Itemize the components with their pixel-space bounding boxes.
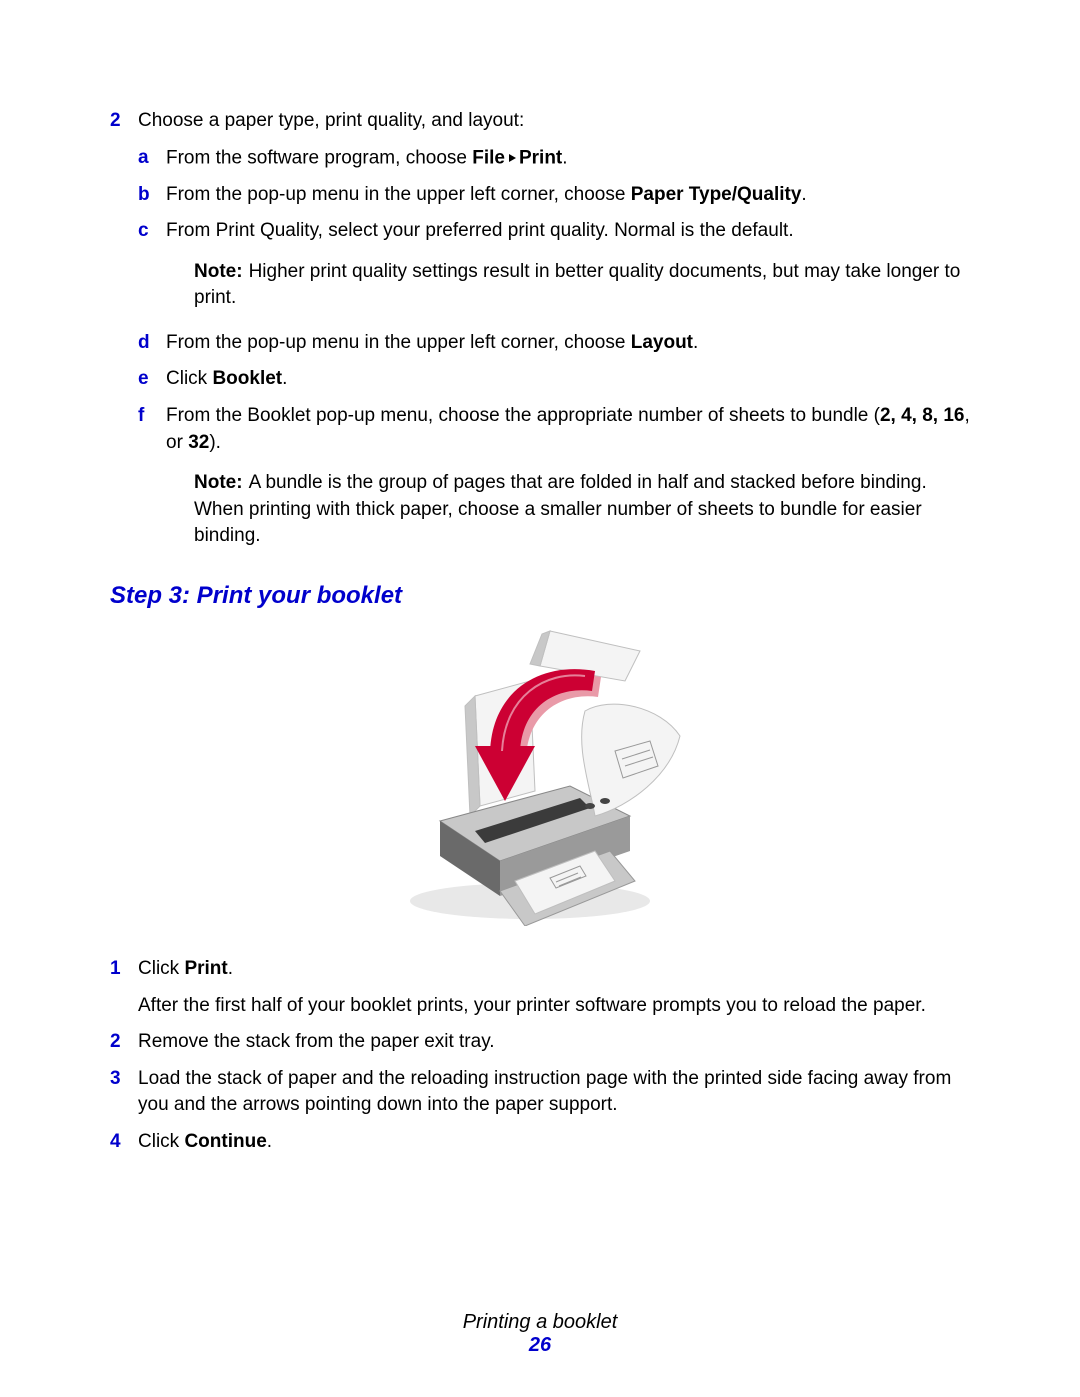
note-print-quality-body: Note:Higher print quality settings resul… xyxy=(194,259,970,312)
substep-a-pre: From the software program, choose xyxy=(166,147,472,168)
step3-item-1: 1 Click Print. After the first half of y… xyxy=(110,956,970,1019)
step3-item-4-post: . xyxy=(267,1131,272,1152)
substep-e-text: Click Booklet. xyxy=(166,366,970,393)
step-2-marker: 2 xyxy=(110,108,138,135)
substep-a-marker: a xyxy=(138,145,166,172)
substep-c: c From Print Quality, select your prefer… xyxy=(138,218,970,245)
substep-d-pre: From the pop-up menu in the upper left c… xyxy=(166,332,631,353)
substep-f: f From the Booklet pop-up menu, choose t… xyxy=(138,403,970,456)
substep-b-marker: b xyxy=(138,182,166,209)
substep-a-text: From the software program, choose File P… xyxy=(166,145,970,172)
note-print-quality: Note:Higher print quality settings resul… xyxy=(194,259,970,312)
substep-f-post: ). xyxy=(209,432,221,453)
substep-c-text: From Print Quality, select your preferre… xyxy=(166,218,970,245)
printer-icon xyxy=(380,626,700,926)
substep-d-marker: d xyxy=(138,330,166,357)
step3-item-4-pre: Click xyxy=(138,1131,184,1152)
step3-item-3: 3 Load the stack of paper and the reload… xyxy=(110,1066,970,1119)
step3-item-4: 4 Click Continue. xyxy=(110,1129,970,1156)
substep-d-text: From the pop-up menu in the upper left c… xyxy=(166,330,970,357)
substep-b-bold: Paper Type/Quality xyxy=(631,184,802,205)
substep-a-bold2: Print xyxy=(519,147,562,168)
substep-a-bold1: File xyxy=(472,147,505,168)
step3-item-2: 2 Remove the stack from the paper exit t… xyxy=(110,1029,970,1056)
document-page: 2 Choose a paper type, print quality, an… xyxy=(0,0,1080,1397)
step3-item-3-text: Load the stack of paper and the reloadin… xyxy=(138,1066,970,1119)
step-3-list: 1 Click Print. After the first half of y… xyxy=(110,956,970,1156)
substep-d: d From the pop-up menu in the upper left… xyxy=(138,330,970,357)
note-bundle-text: A bundle is the group of pages that are … xyxy=(194,472,927,546)
step3-item-1-body: Click Print. After the first half of you… xyxy=(138,956,970,1019)
step3-item-1-marker: 1 xyxy=(110,956,138,983)
step3-item-1-pre: Click xyxy=(138,958,184,979)
note-bundle-body: Note:A bundle is the group of pages that… xyxy=(194,470,970,550)
step-2: 2 Choose a paper type, print quality, an… xyxy=(110,108,970,135)
substep-f-bold1: 2, 4, 8, 16 xyxy=(880,405,965,426)
note-bundle: Note:A bundle is the group of pages that… xyxy=(194,470,970,550)
substep-b-pre: From the pop-up menu in the upper left c… xyxy=(166,184,631,205)
page-footer: Printing a booklet 26 xyxy=(0,1311,1080,1357)
substep-e-post: . xyxy=(282,368,287,389)
step3-item-2-marker: 2 xyxy=(110,1029,138,1056)
substep-a-post: . xyxy=(562,147,567,168)
step3-item-1-bold: Print xyxy=(184,958,227,979)
step3-item-4-marker: 4 xyxy=(110,1129,138,1156)
substep-e: e Click Booklet. xyxy=(138,366,970,393)
substep-f-marker: f xyxy=(138,403,166,430)
note-print-quality-text: Higher print quality settings result in … xyxy=(194,261,960,309)
footer-title: Printing a booklet xyxy=(0,1311,1080,1334)
substep-b-post: . xyxy=(801,184,806,205)
note-label: Note: xyxy=(194,261,243,282)
menu-arrow-icon xyxy=(507,145,517,172)
substep-f-text: From the Booklet pop-up menu, choose the… xyxy=(166,403,970,456)
step3-item-1-post: . xyxy=(228,958,233,979)
step3-item-3-marker: 3 xyxy=(110,1066,138,1093)
substep-d-post: . xyxy=(693,332,698,353)
substep-f-bold2: 32 xyxy=(188,432,209,453)
step3-item-2-text: Remove the stack from the paper exit tra… xyxy=(138,1029,970,1056)
footer-page-number: 26 xyxy=(0,1334,1080,1357)
substep-e-marker: e xyxy=(138,366,166,393)
step3-item-4-text: Click Continue. xyxy=(138,1129,970,1156)
step-2-text: Choose a paper type, print quality, and … xyxy=(138,108,970,135)
step3-item-1-text: Click Print. xyxy=(138,956,970,983)
substep-e-pre: Click xyxy=(166,368,212,389)
substep-b-text: From the pop-up menu in the upper left c… xyxy=(166,182,970,209)
substep-e-bold: Booklet xyxy=(212,368,282,389)
substep-f-pre: From the Booklet pop-up menu, choose the… xyxy=(166,405,880,426)
substep-a: a From the software program, choose File… xyxy=(138,145,970,172)
substep-b: b From the pop-up menu in the upper left… xyxy=(138,182,970,209)
step3-item-1-after: After the first half of your booklet pri… xyxy=(138,993,970,1020)
note-label: Note: xyxy=(194,472,243,493)
step-3-heading: Step 3: Print your booklet xyxy=(110,582,970,610)
printer-illustration xyxy=(110,626,970,926)
substep-d-bold: Layout xyxy=(631,332,693,353)
substep-c-marker: c xyxy=(138,218,166,245)
step3-item-4-bold: Continue xyxy=(184,1131,266,1152)
step-2-substeps: a From the software program, choose File… xyxy=(138,145,970,550)
